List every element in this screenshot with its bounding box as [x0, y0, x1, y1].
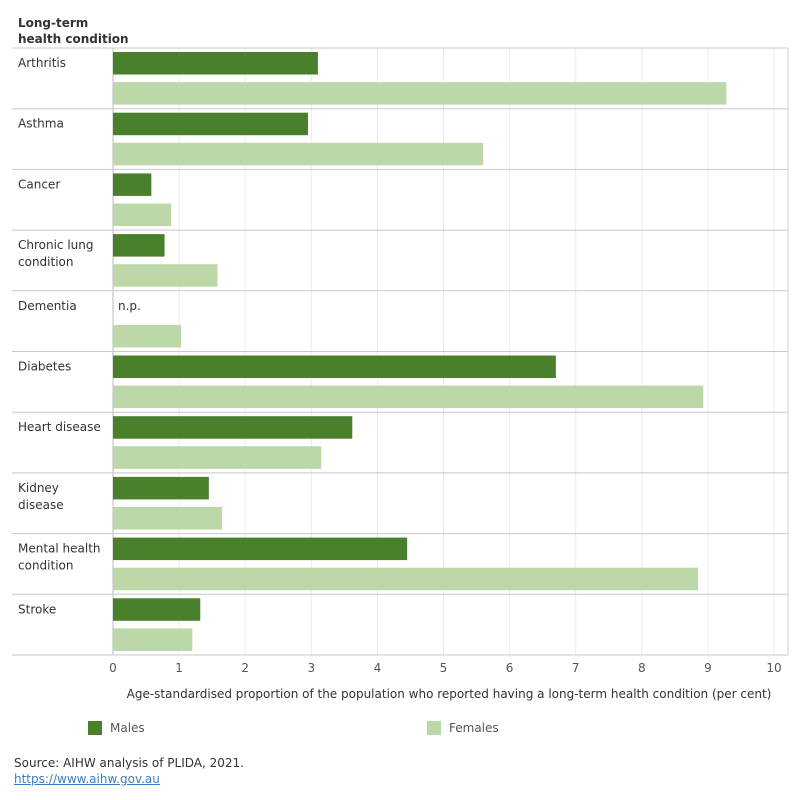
bar-males-asthma: [113, 112, 308, 136]
bar-females-chronic-lung-condition: [113, 264, 218, 287]
y-axis-header-line-2: health condition: [18, 32, 129, 46]
bar-females-diabetes: [113, 385, 704, 409]
x-axis-label: Age-standardised proportion of the popul…: [127, 687, 772, 701]
x-tick-label: 5: [440, 661, 448, 675]
category-label: Kidney disease: [18, 481, 64, 512]
x-tick-label: 9: [704, 661, 712, 675]
x-tick-label: 8: [638, 661, 646, 675]
category-label: Arthritis: [18, 56, 66, 70]
legend-item-males: Males: [88, 721, 145, 735]
x-tick-label: 7: [572, 661, 580, 675]
bar-missing-males-dementia: n.p.: [118, 299, 141, 313]
bar-females-mental-health-condition: [113, 567, 698, 591]
bar-males-arthritis: [113, 52, 318, 75]
legend-swatch-males: [88, 721, 102, 735]
category-label: Heart disease: [18, 420, 101, 434]
bar-females-cancer: [113, 203, 172, 226]
bar-males-stroke: [113, 598, 201, 621]
x-tick-label: 2: [241, 661, 249, 675]
bar-females-stroke: [113, 628, 193, 651]
category-label: Mental health condition: [18, 542, 101, 573]
bar-females-dementia: [113, 324, 182, 348]
x-tick-label: 0: [109, 661, 117, 675]
x-tick-label: 6: [506, 661, 514, 675]
category-label: Diabetes: [18, 360, 71, 374]
source-text: Source: AIHW analysis of PLIDA, 2021.: [14, 756, 244, 770]
bars: n.p.: [113, 52, 727, 651]
bar-females-heart-disease: [113, 446, 322, 469]
category-label: Cancer: [18, 177, 60, 191]
bar-females-kidney-disease: [113, 507, 223, 530]
source-link[interactable]: https://www.aihw.gov.au: [14, 772, 160, 786]
legend-item-females: Females: [427, 721, 499, 735]
bar-males-heart-disease: [113, 416, 353, 439]
legend-swatch-females: [427, 721, 441, 735]
legend-label-females: Females: [449, 721, 499, 735]
legend-label-males: Males: [110, 721, 145, 735]
source-note: Source: AIHW analysis of PLIDA, 2021. ht…: [14, 755, 244, 787]
x-tick-label: 3: [307, 661, 315, 675]
x-tick-label: 10: [766, 661, 781, 675]
x-tick-label: 1: [175, 661, 183, 675]
bar-males-kidney-disease: [113, 476, 209, 500]
bar-females-arthritis: [113, 82, 727, 105]
category-label: Dementia: [18, 299, 77, 313]
category-labels: Arthritis Asthma Cancer Chronic lung conditi…: [18, 56, 101, 616]
x-tick-label: 4: [374, 661, 382, 675]
category-label: Asthma: [18, 117, 64, 131]
bar-males-diabetes: [113, 355, 556, 378]
bar-females-asthma: [113, 142, 484, 166]
x-axis-ticks: 0 1 2 3 4 5 6 7 8 9 10: [109, 661, 781, 675]
bar-males-chronic-lung-condition: [113, 234, 165, 257]
category-label: Stroke: [18, 602, 56, 616]
y-axis-header-line-1: Long-term: [18, 16, 88, 30]
category-separators: [12, 47, 788, 656]
bar-males-cancer: [113, 173, 152, 196]
bar-males-mental-health-condition: [113, 537, 408, 561]
category-label: Chronic lung condition: [18, 238, 94, 269]
